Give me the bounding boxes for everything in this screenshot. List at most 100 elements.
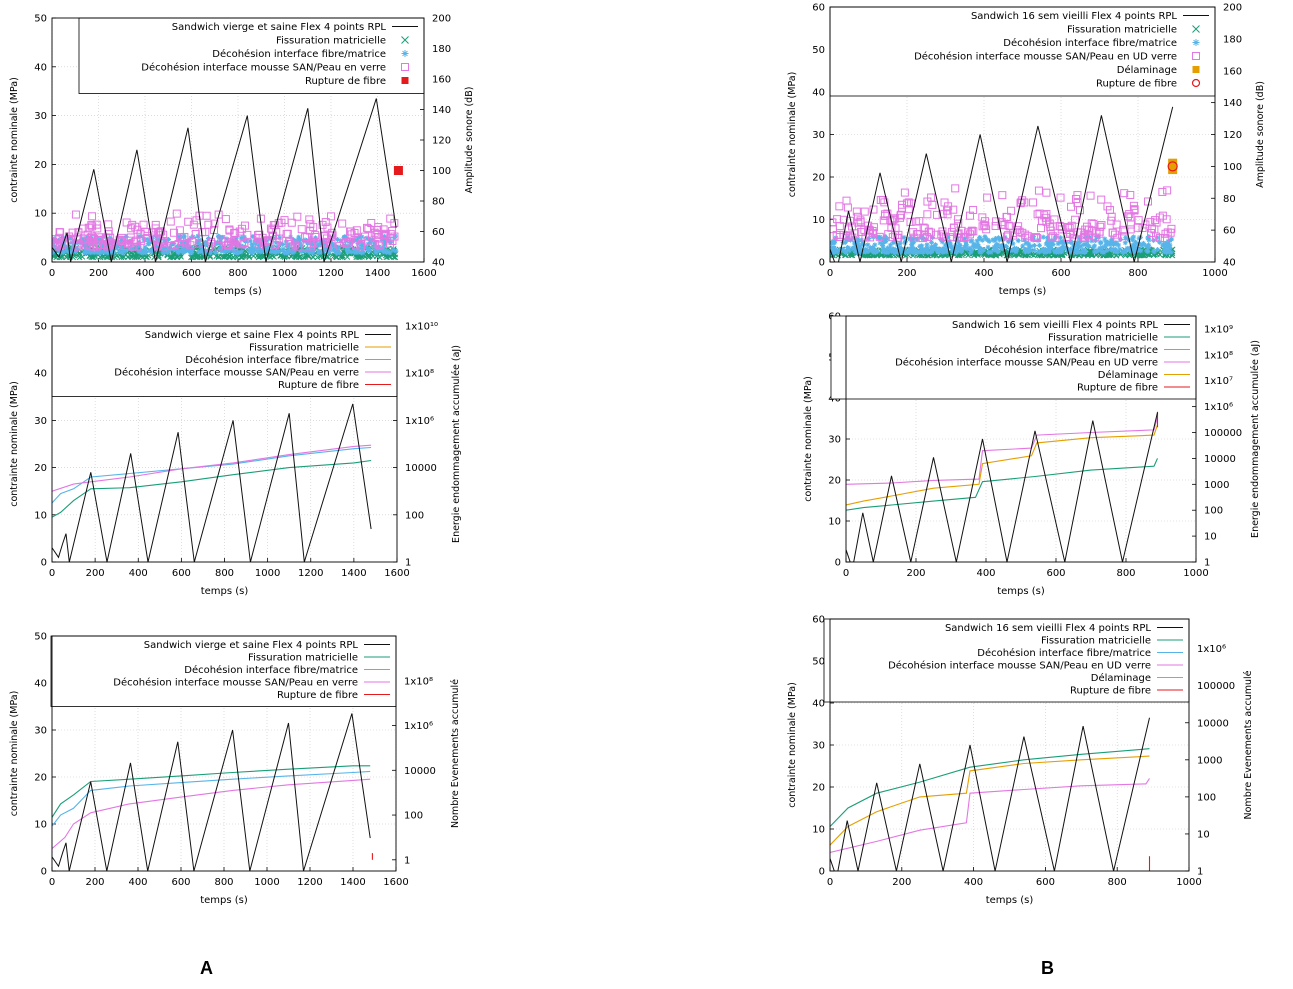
scatter-point: [983, 236, 989, 242]
scatter-point: [1161, 229, 1170, 238]
scatter-point: [1060, 239, 1066, 245]
scatter-point: [889, 248, 895, 254]
scatter-point: [895, 249, 901, 255]
scatter-point: [209, 241, 215, 247]
scatter-point: [74, 233, 83, 242]
scatter-point: [1065, 230, 1074, 239]
y-tick-label: 0: [41, 558, 47, 569]
legend-label: Rupture de fibre: [1070, 686, 1151, 697]
scatter-point: [922, 233, 931, 242]
legend-swatch: [1192, 39, 1200, 46]
scatter-point: [307, 239, 316, 248]
panel-label-b: B: [1041, 958, 1054, 978]
scatter-point: [924, 245, 930, 251]
scatter-point: [968, 249, 974, 255]
scatter-point: [873, 249, 879, 255]
scatter-point: [945, 239, 951, 245]
scatter-point: [835, 202, 844, 211]
scatter-point: [120, 241, 129, 250]
scatter-point: [1083, 222, 1092, 231]
scatter-point: [1065, 224, 1074, 233]
scatter-point: [73, 249, 79, 255]
scatter-point: [1120, 227, 1129, 236]
scatter-point: [1058, 235, 1064, 241]
y2-axis-label: Energie endommagement accumulée (aJ): [1250, 340, 1261, 538]
y2-tick-label: 1000: [1197, 755, 1222, 766]
scatter-point: [1143, 243, 1149, 249]
scatter-point: [1122, 240, 1128, 246]
scatter-point: [286, 247, 292, 253]
scatter-point: [885, 245, 891, 251]
scatter-point: [1004, 221, 1013, 230]
scatter-point: [96, 240, 105, 249]
x-axis-label: temps (s): [214, 286, 262, 297]
scatter-point: [855, 244, 861, 250]
scatter-point: [1120, 189, 1129, 198]
scatter-point: [834, 249, 840, 255]
scatter-point: [309, 246, 315, 252]
y2-tick-label: 160: [432, 75, 451, 86]
scatter-point: [1080, 230, 1089, 239]
scatter-point: [877, 240, 883, 246]
y2-tick-label: 60: [1223, 226, 1236, 237]
scatter-point: [1055, 222, 1064, 231]
scatter-point: [293, 254, 300, 261]
legend-label: Rupture de fibre: [1077, 383, 1158, 394]
scatter-point: [1043, 241, 1049, 247]
scatter-point: [214, 239, 220, 245]
scatter-point: [977, 249, 983, 255]
scatter-point: [293, 212, 302, 221]
scatter-point: [302, 232, 311, 241]
legend-label: Rupture de fibre: [278, 380, 359, 391]
scatter-point: [1048, 244, 1054, 250]
scatter-point: [157, 227, 166, 236]
scatter-point: [1109, 236, 1115, 242]
y2-tick-label: 100: [405, 510, 424, 521]
series-line: [830, 755, 1150, 846]
scatter-point: [231, 249, 237, 255]
scatter-point: [240, 221, 249, 230]
scatter-point: [67, 235, 73, 241]
y2-tick-label: 100: [1223, 162, 1242, 173]
y2-tick-label: 100: [404, 811, 423, 822]
scatter-point: [100, 243, 106, 249]
scatter-point: [863, 248, 869, 254]
scatter-point: [1098, 239, 1104, 245]
scatter-point: [1138, 224, 1147, 233]
scatter-point: [306, 250, 312, 256]
x-tick-label: 0: [827, 268, 833, 279]
x-tick-label: 1200: [298, 568, 323, 579]
scatter-point: [1076, 244, 1082, 250]
scatter-point: [160, 249, 166, 255]
scatter-point: [1107, 242, 1113, 248]
scatter-point: [1168, 249, 1174, 255]
scatter-point: [1111, 242, 1117, 248]
scatter-point: [1138, 248, 1144, 254]
scatter-point: [1067, 239, 1073, 245]
y-tick-label: 10: [828, 517, 841, 528]
y-tick-label: 30: [34, 416, 47, 427]
scatter-point: [185, 248, 191, 254]
scatter-point: [1067, 202, 1076, 211]
scatter-point: [383, 238, 389, 244]
scatter-point: [1051, 233, 1060, 242]
y-tick-label: 20: [34, 160, 47, 171]
scatter-point: [58, 254, 65, 261]
scatter-point: [977, 246, 983, 252]
scatter-point: [890, 240, 896, 246]
scatter-point: [176, 234, 182, 240]
y2-tick-label: 120: [1223, 130, 1242, 141]
scatter-point: [1067, 249, 1073, 255]
legend-label: Rupture de fibre: [1096, 79, 1177, 90]
scatter-point: [334, 247, 340, 253]
legend-label: Décohésion interface fibre/matrice: [184, 664, 358, 676]
legend-label: Décohésion interface mousse SAN/Peau en …: [141, 62, 386, 74]
scatter-point: [375, 241, 384, 250]
scatter-point: [281, 254, 288, 260]
scatter-point: [345, 247, 351, 253]
scatter-point: [924, 242, 930, 248]
x-tick-label: 200: [892, 877, 911, 888]
scatter-point: [207, 254, 214, 260]
y2-axis-label: Nombre Evenements accumulé: [450, 679, 461, 828]
scatter-point: [1068, 246, 1074, 252]
